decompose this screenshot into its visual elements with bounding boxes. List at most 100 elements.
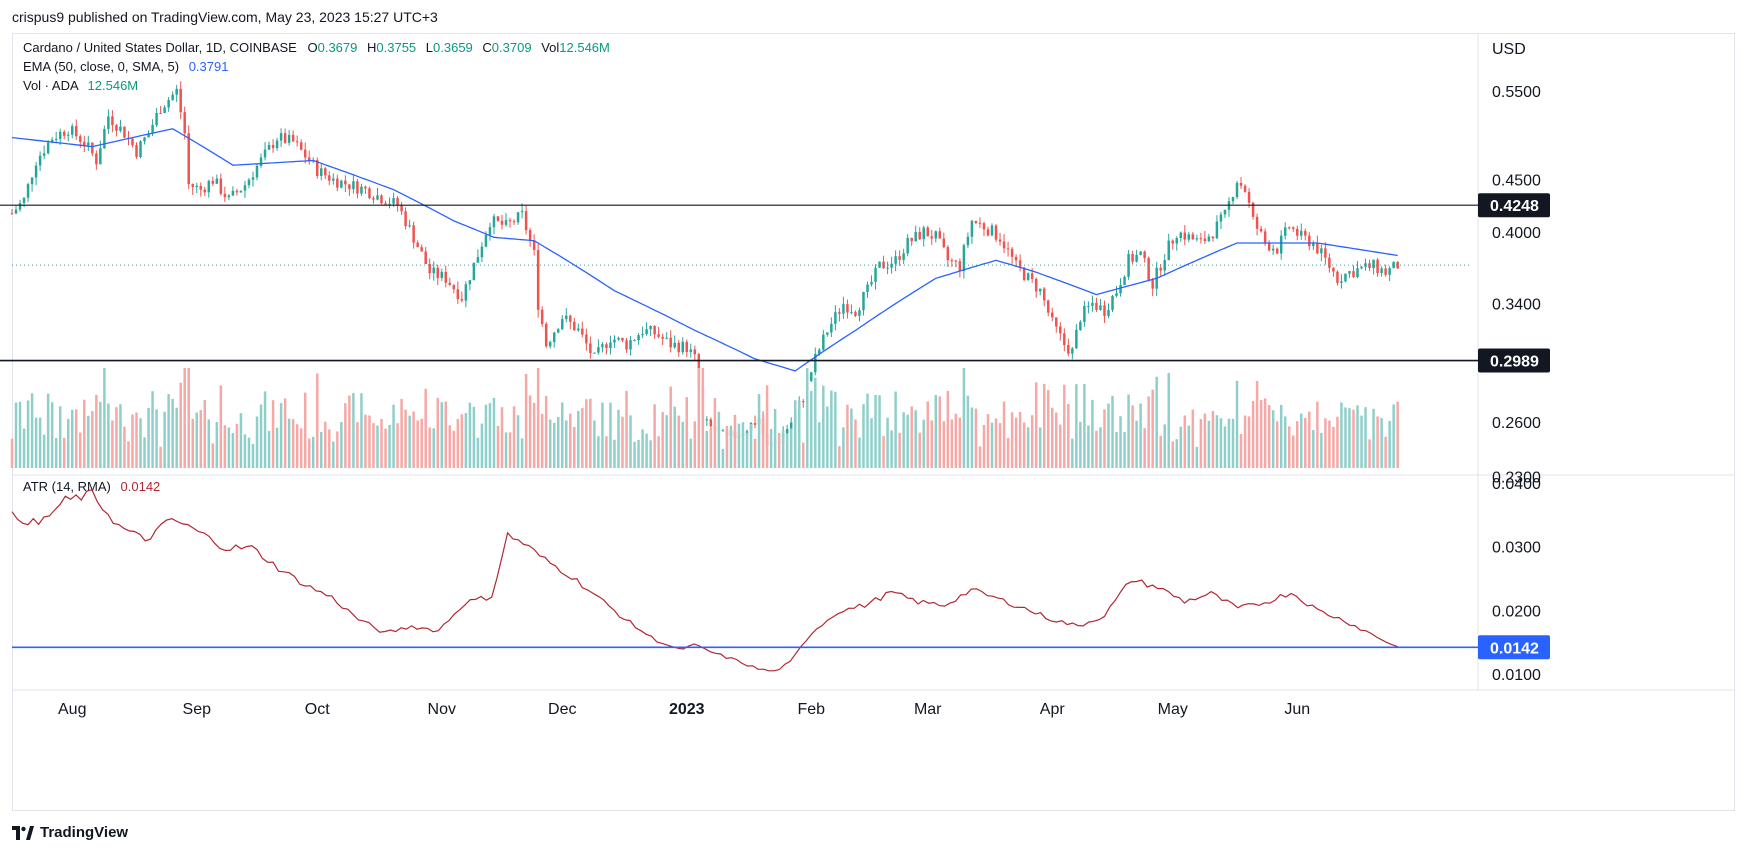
chart-frame[interactable] — [12, 33, 1735, 811]
volume-bar — [1163, 424, 1166, 468]
volume-bar — [910, 406, 913, 468]
volume-bar — [235, 423, 239, 468]
candle-body — [585, 334, 588, 344]
volume-bar — [155, 409, 158, 468]
candle-body — [609, 342, 612, 349]
open-value: 0.3679 — [317, 40, 358, 55]
volume-bar — [850, 408, 853, 468]
candle-body — [1135, 254, 1138, 262]
candle-body — [1143, 251, 1146, 259]
volume-bar — [75, 409, 78, 468]
volume-bar — [1380, 418, 1383, 468]
candle-body — [1038, 288, 1042, 292]
candle-body — [661, 336, 664, 339]
volume-bar — [1287, 426, 1291, 468]
close-label: C — [482, 40, 492, 55]
candle-body — [657, 334, 660, 337]
volume-bar — [1063, 384, 1066, 468]
candle-body — [175, 88, 178, 95]
volume-bar — [131, 414, 134, 468]
ema50-line — [11, 128, 1398, 372]
volume-bar — [777, 433, 781, 468]
volume-bar — [524, 373, 528, 468]
candle-body — [472, 262, 476, 281]
candle-body — [801, 401, 805, 403]
volume-bar — [299, 428, 303, 468]
tradingview-footer[interactable]: TradingView — [12, 824, 128, 841]
volume-bar — [500, 407, 504, 468]
candle-body — [271, 144, 275, 149]
volume-bar — [1207, 420, 1211, 468]
time-axis-label: Jun — [1284, 701, 1310, 718]
volume-bar — [223, 425, 227, 468]
volume-bar — [95, 394, 98, 468]
volume-bar — [1235, 380, 1239, 468]
candle-body — [75, 126, 78, 137]
candle-body — [352, 181, 355, 190]
volume-bar — [348, 395, 351, 468]
candle-body — [1340, 281, 1343, 283]
volume-bar — [1167, 372, 1170, 468]
candle-body — [986, 229, 990, 236]
volume-bar — [307, 438, 311, 468]
volume-bar — [898, 432, 901, 468]
volume-bar — [661, 412, 664, 468]
candle-body — [444, 271, 448, 283]
volume-bar — [251, 443, 255, 468]
candle-body — [99, 148, 102, 165]
volume-bar — [1067, 403, 1070, 468]
candle-body — [1255, 216, 1259, 229]
candle-body — [1251, 202, 1255, 217]
candle-body — [1243, 185, 1247, 192]
volume-bar — [581, 408, 584, 468]
candle-body — [1087, 305, 1090, 307]
ema-legend[interactable]: EMA (50, close, 0, SMA, 5) 0.3791 — [23, 59, 228, 74]
candle-body — [227, 195, 231, 198]
candle-body — [556, 329, 560, 333]
candle-body — [464, 284, 468, 301]
candle-body — [299, 142, 303, 150]
volume-legend[interactable]: Vol · ADA 12.546M — [23, 78, 138, 93]
volume-bar — [1227, 418, 1231, 468]
high-value: 0.3755 — [376, 40, 417, 55]
candle-body — [789, 422, 793, 429]
time-axis-label: Sep — [183, 701, 212, 718]
candle-body — [601, 344, 604, 348]
candle-body — [303, 149, 307, 158]
candle-body — [1099, 305, 1102, 310]
candle-body — [79, 136, 82, 142]
candle-body — [320, 168, 323, 176]
atr-value: 0.0142 — [120, 479, 161, 494]
candle-body — [673, 342, 676, 348]
candle-body — [239, 190, 243, 193]
candle-body — [605, 344, 608, 349]
price-level-badge — [1478, 348, 1550, 373]
volume-bar — [320, 431, 323, 468]
volume-bar — [368, 415, 371, 468]
candle-body — [1316, 242, 1319, 254]
volume-bar — [364, 414, 367, 468]
atr-axis-tick: 0.0100 — [1492, 667, 1541, 684]
candle-body — [814, 354, 817, 373]
volume-bar — [1255, 380, 1259, 468]
candle-body — [753, 423, 757, 425]
volume-bar — [565, 420, 568, 468]
candle-body — [219, 178, 223, 194]
volume-bar — [990, 422, 994, 468]
candle-body — [621, 337, 624, 341]
candle-body — [332, 178, 335, 181]
time-axis-label: Aug — [58, 701, 86, 718]
volume-bar — [733, 414, 737, 468]
candle-body — [123, 126, 126, 138]
candle-body — [62, 131, 66, 136]
volume-bar — [593, 420, 596, 468]
volume-bar — [71, 409, 74, 468]
volume-bar — [597, 436, 600, 468]
time-axis-label: Nov — [428, 701, 456, 718]
candle-body — [982, 223, 986, 230]
candle-body — [934, 231, 938, 239]
volume-bar — [324, 421, 327, 468]
candle-body — [1187, 234, 1191, 240]
candle-body — [107, 116, 110, 130]
